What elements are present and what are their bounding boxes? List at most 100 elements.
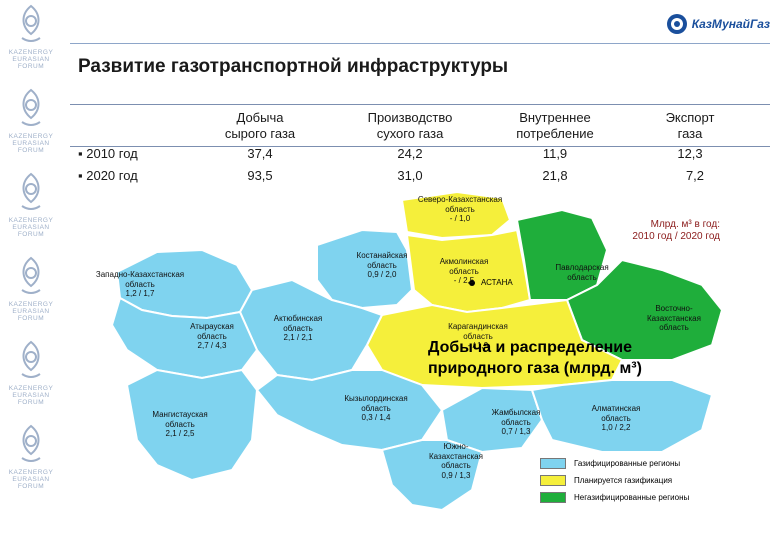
region-label: Костанайская область 0,9 / 2,0 xyxy=(322,251,442,280)
region-name: Атырауская область xyxy=(190,322,234,341)
region-label: Актюбинская область 2,1 / 2,1 xyxy=(238,314,358,343)
region-name: Павлодарская область xyxy=(555,263,609,282)
region-name: Кызылординская область xyxy=(344,394,408,413)
page-title: Развитие газотранспортной инфраструктуры xyxy=(78,56,509,77)
legend-swatch xyxy=(540,457,566,469)
side-logo-text: EURASIAN xyxy=(12,56,50,63)
side-logo: KAZENERGY EURASIAN FORUM xyxy=(4,88,58,154)
forum-emblem-icon xyxy=(21,4,41,42)
gas-balance-table: Добыча сырого газа Производство сухого газ… xyxy=(70,104,770,190)
region-label: Мангистауская область 2,1 / 2,5 xyxy=(120,410,240,439)
region-name: Алматинская область xyxy=(591,404,641,423)
cell-2020-consumption: 21,8 xyxy=(542,168,568,183)
region-name: Актюбинская область xyxy=(273,314,323,333)
col-header-export: Экспорт газа xyxy=(665,110,715,141)
side-logo-text: KAZENERGY xyxy=(8,217,54,224)
region-mangistau xyxy=(125,368,259,482)
legend-item: Газифицированные регионы xyxy=(540,456,689,470)
region-label: Жамбылская область 0,7 / 1,3 xyxy=(456,408,576,437)
region-name: Костанайская область xyxy=(356,251,408,270)
region-label: Карагандинская область - / 1,9 xyxy=(418,322,538,351)
region-value: 0,9 / 2,0 xyxy=(367,270,397,279)
region-atyrau xyxy=(110,296,259,380)
side-logo-text: FORUM xyxy=(17,147,45,154)
cell-2020-production: 93,5 xyxy=(247,168,273,183)
side-logo: KAZENERGY EURASIAN FORUM xyxy=(4,340,58,406)
side-logo: KAZENERGY EURASIAN FORUM xyxy=(4,4,58,70)
col-header-dry-gas: Производство сухого газа xyxy=(367,110,453,141)
region-value: 2,1 / 2,1 xyxy=(283,333,313,342)
side-logo-text: FORUM xyxy=(17,315,45,322)
region-name: Карагандинская область xyxy=(448,322,508,341)
map-legend: Газифицированные регионы Планируется гази… xyxy=(540,456,689,507)
region-name: Жамбылская область xyxy=(491,408,541,427)
region-name: Восточно- Казахстанская область xyxy=(647,304,701,332)
cell-2010-export: 12,3 xyxy=(677,146,703,161)
legend-label: Негазифицированные регионы xyxy=(574,492,690,502)
side-logo-text: FORUM xyxy=(17,483,45,490)
brand-emblem-icon xyxy=(666,14,687,34)
region-kostanay xyxy=(316,228,414,310)
region-label: Южно- Казахстанская область 0,9 / 1,3 xyxy=(396,442,516,480)
region-value: 2,7 / 4,3 xyxy=(197,341,227,350)
col-header-production: Добыча сырого газа xyxy=(224,110,296,141)
side-logo: KAZENERGY EURASIAN FORUM xyxy=(4,256,58,322)
cell-2010-production: 37,4 xyxy=(247,146,273,161)
side-logo-text: KAZENERGY xyxy=(8,469,54,476)
map-overlay-title: Добыча и распределение природного газа (м… xyxy=(428,339,642,377)
forum-emblem-icon xyxy=(21,88,41,126)
region-south-kz xyxy=(380,439,484,512)
region-label: Акмолинская область - / 2,5 xyxy=(404,257,524,286)
brand-logo: КазМунайГаз xyxy=(666,8,770,40)
region-value: - / 1,0 xyxy=(449,214,471,223)
cell-2010-consumption: 11,9 xyxy=(542,146,568,161)
forum-emblem-icon xyxy=(21,172,41,210)
legend-swatch xyxy=(540,474,566,486)
side-logo-text: KAZENERGY xyxy=(8,49,54,56)
side-logo-text: EURASIAN xyxy=(12,224,50,231)
side-logo-text: KAZENERGY xyxy=(8,133,54,140)
region-value: 0,3 / 1,4 xyxy=(361,413,391,422)
region-label: Восточно- Казахстанская область xyxy=(614,304,734,333)
side-logo-text: KAZENERGY xyxy=(8,385,54,392)
region-almaty xyxy=(530,379,714,453)
region-name: Северо-Казахстанская область xyxy=(417,195,503,214)
side-logo-text: EURASIAN xyxy=(12,140,50,147)
legend-label: Газифицированные регионы xyxy=(574,458,681,468)
region-value: 2,1 / 2,5 xyxy=(165,429,195,438)
kazakhstan-gas-map xyxy=(62,190,780,540)
side-logo-text: EURASIAN xyxy=(12,392,50,399)
side-logo: KAZENERGY EURASIAN FORUM xyxy=(4,172,58,238)
region-label: Западно-Казахстанская область 1,2 / 1,7 xyxy=(80,270,200,299)
side-logo-text: FORUM xyxy=(17,63,45,70)
side-logo-text: EURASIAN xyxy=(12,308,50,315)
table-top-rule xyxy=(70,104,770,105)
region-value: - / 1,9 xyxy=(467,341,489,350)
region-name: Акмолинская область xyxy=(439,257,489,276)
cell-2020-dry-gas: 31,0 xyxy=(397,168,423,183)
region-name: Южно- Казахстанская область xyxy=(429,442,483,470)
forum-emblem-icon xyxy=(21,340,41,378)
region-value: 1,0 / 2,2 xyxy=(601,423,631,432)
legend-item: Планируется газификация xyxy=(540,473,689,487)
region-label: Атырауская область 2,7 / 4,3 xyxy=(152,322,272,351)
side-logo-strip: KAZENERGY EURASIAN FORUM KAZENERGY EURASIAN F… xyxy=(0,0,62,540)
side-logo: KAZENERGY EURASIAN FORUM xyxy=(4,424,58,490)
brand-name: КазМунайГаз xyxy=(691,17,770,31)
cell-2010-dry-gas: 24,2 xyxy=(397,146,423,161)
region-value: 0,7 / 1,3 xyxy=(501,427,531,436)
unit-note: Млрд. м³ в год: 2010 год / 2020 год xyxy=(632,219,720,242)
forum-emblem-icon xyxy=(21,424,41,462)
capital-marker-icon xyxy=(469,280,475,286)
region-label: Кызылординская область 0,3 / 1,4 xyxy=(316,394,436,423)
legend-label: Планируется газификация xyxy=(574,475,673,485)
region-value: - / 2,5 xyxy=(453,276,475,285)
col-header-consumption: Внутреннее потребление xyxy=(516,110,594,141)
legend-swatch xyxy=(540,491,566,503)
table-mid-rule xyxy=(70,146,770,147)
row-label-2010: ▪ 2010 год xyxy=(78,146,138,161)
side-logo-text: KAZENERGY xyxy=(8,301,54,308)
row-label-2020: ▪ 2020 год xyxy=(78,168,138,183)
region-label: Павлодарская область xyxy=(522,263,642,282)
side-logo-text: EURASIAN xyxy=(12,476,50,483)
